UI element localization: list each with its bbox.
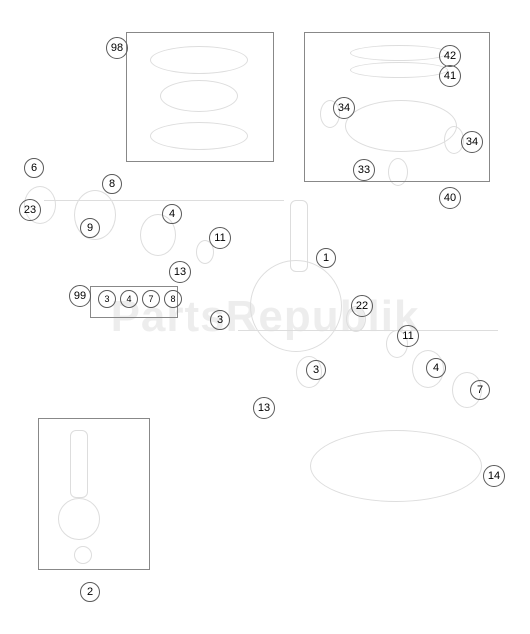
callout-22[interactable]: 22 (351, 295, 373, 317)
callout-ring: 1 (316, 248, 336, 268)
callout-ring: 14 (483, 465, 505, 487)
callout-ring: 41 (439, 65, 461, 87)
callout-34[interactable]: 34 (333, 97, 355, 119)
callout-number: 99 (74, 290, 86, 302)
callout-2[interactable]: 2 (80, 582, 100, 602)
callout-number: 4 (433, 362, 439, 374)
callout-13[interactable]: 13 (169, 261, 191, 283)
kit-item-ref: 4 (120, 290, 138, 308)
callout-number: 1 (323, 252, 329, 264)
callout-11[interactable]: 11 (209, 227, 231, 249)
callout-11[interactable]: 11 (397, 325, 419, 347)
callout-ring: 2 (80, 582, 100, 602)
part-outline (290, 200, 308, 272)
callout-number: 33 (358, 164, 370, 176)
callout-ring: 22 (351, 295, 373, 317)
callout-number: 22 (356, 300, 368, 312)
callout-number: 9 (87, 222, 93, 234)
callout-23[interactable]: 23 (19, 199, 41, 221)
callout-3[interactable]: 3 (210, 310, 230, 330)
callout-ring: 3 (306, 360, 326, 380)
callout-ring: 34 (333, 97, 355, 119)
callout-ring: 98 (106, 37, 128, 59)
callout-ring: 9 (80, 218, 100, 238)
callout-ring: 42 (439, 45, 461, 67)
callout-number: 98 (111, 42, 123, 54)
kit-item-ref: 3 (98, 290, 116, 308)
parts-diagram: PartsRepublik 34789842413434334068239411… (0, 0, 530, 634)
callout-ring: 3 (210, 310, 230, 330)
callout-number: 2 (87, 586, 93, 598)
callout-ring: 13 (253, 397, 275, 419)
callout-41[interactable]: 41 (439, 65, 461, 87)
callout-ring: 40 (439, 187, 461, 209)
kit-item-ref: 7 (142, 290, 160, 308)
callout-number: 3 (313, 364, 319, 376)
callout-33[interactable]: 33 (353, 159, 375, 181)
callout-ring: 6 (24, 158, 44, 178)
callout-number: 6 (31, 162, 37, 174)
callout-4[interactable]: 4 (162, 204, 182, 224)
callout-13[interactable]: 13 (253, 397, 275, 419)
callout-number: 11 (402, 330, 413, 342)
callout-ring: 99 (69, 285, 91, 307)
callout-ring: 4 (426, 358, 446, 378)
callout-ring: 34 (461, 131, 483, 153)
callout-3[interactable]: 3 (306, 360, 326, 380)
callout-ring: 11 (397, 325, 419, 347)
callout-9[interactable]: 9 (80, 218, 100, 238)
callout-number: 8 (109, 178, 115, 190)
part-outline (310, 430, 482, 502)
callout-6[interactable]: 6 (24, 158, 44, 178)
callout-number: 41 (444, 70, 456, 82)
callout-7[interactable]: 7 (470, 380, 490, 400)
callout-4[interactable]: 4 (426, 358, 446, 378)
callout-ring: 11 (209, 227, 231, 249)
callout-ring: 8 (102, 174, 122, 194)
callout-number: 23 (24, 204, 36, 216)
kit-item-ref: 8 (164, 290, 182, 308)
callout-ring: 13 (169, 261, 191, 283)
callout-number: 4 (169, 208, 175, 220)
callout-number: 11 (214, 232, 225, 244)
callout-ring: 23 (19, 199, 41, 221)
conrod-kit-box (38, 418, 150, 570)
callout-number: 34 (338, 102, 350, 114)
callout-number: 14 (488, 470, 500, 482)
callout-99[interactable]: 99 (69, 285, 91, 307)
callout-ring: 33 (353, 159, 375, 181)
callout-number: 34 (466, 136, 478, 148)
callout-42[interactable]: 42 (439, 45, 461, 67)
callout-34[interactable]: 34 (461, 131, 483, 153)
callout-number: 13 (174, 266, 186, 278)
part-outline (250, 260, 342, 352)
callout-number: 7 (477, 384, 483, 396)
callout-ring: 7 (470, 380, 490, 400)
callout-number: 40 (444, 192, 456, 204)
callout-14[interactable]: 14 (483, 465, 505, 487)
callout-1[interactable]: 1 (316, 248, 336, 268)
bearing-kit-items: 3478 (98, 290, 182, 308)
gasket-kit-box (126, 32, 274, 162)
piston-ring-box (304, 32, 490, 182)
callout-number: 13 (258, 402, 270, 414)
callout-98[interactable]: 98 (106, 37, 128, 59)
callout-8[interactable]: 8 (102, 174, 122, 194)
callout-40[interactable]: 40 (439, 187, 461, 209)
callout-number: 3 (217, 314, 223, 326)
callout-number: 42 (444, 50, 456, 62)
callout-ring: 4 (162, 204, 182, 224)
